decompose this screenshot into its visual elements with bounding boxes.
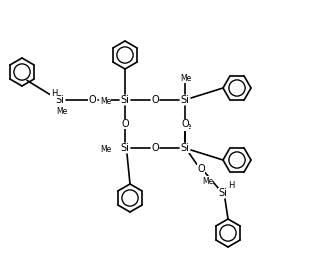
Text: O: O bbox=[89, 95, 96, 105]
Text: O: O bbox=[121, 119, 129, 129]
Text: O: O bbox=[151, 95, 159, 105]
Text: Si: Si bbox=[121, 95, 130, 105]
Text: Me: Me bbox=[202, 176, 213, 185]
Text: Si: Si bbox=[181, 95, 189, 105]
Text: Si: Si bbox=[218, 188, 228, 198]
Text: Si: Si bbox=[56, 95, 64, 105]
Text: Me: Me bbox=[100, 145, 111, 154]
Text: Me: Me bbox=[180, 121, 192, 131]
Text: O: O bbox=[197, 163, 205, 174]
Text: Me: Me bbox=[100, 97, 111, 105]
Text: O: O bbox=[151, 143, 159, 153]
Text: Me: Me bbox=[56, 106, 68, 116]
Text: Si: Si bbox=[181, 143, 189, 153]
Text: O: O bbox=[181, 119, 189, 129]
Text: H: H bbox=[228, 181, 234, 190]
Text: Si: Si bbox=[121, 143, 130, 153]
Text: H: H bbox=[51, 89, 57, 97]
Text: Me: Me bbox=[180, 74, 192, 83]
